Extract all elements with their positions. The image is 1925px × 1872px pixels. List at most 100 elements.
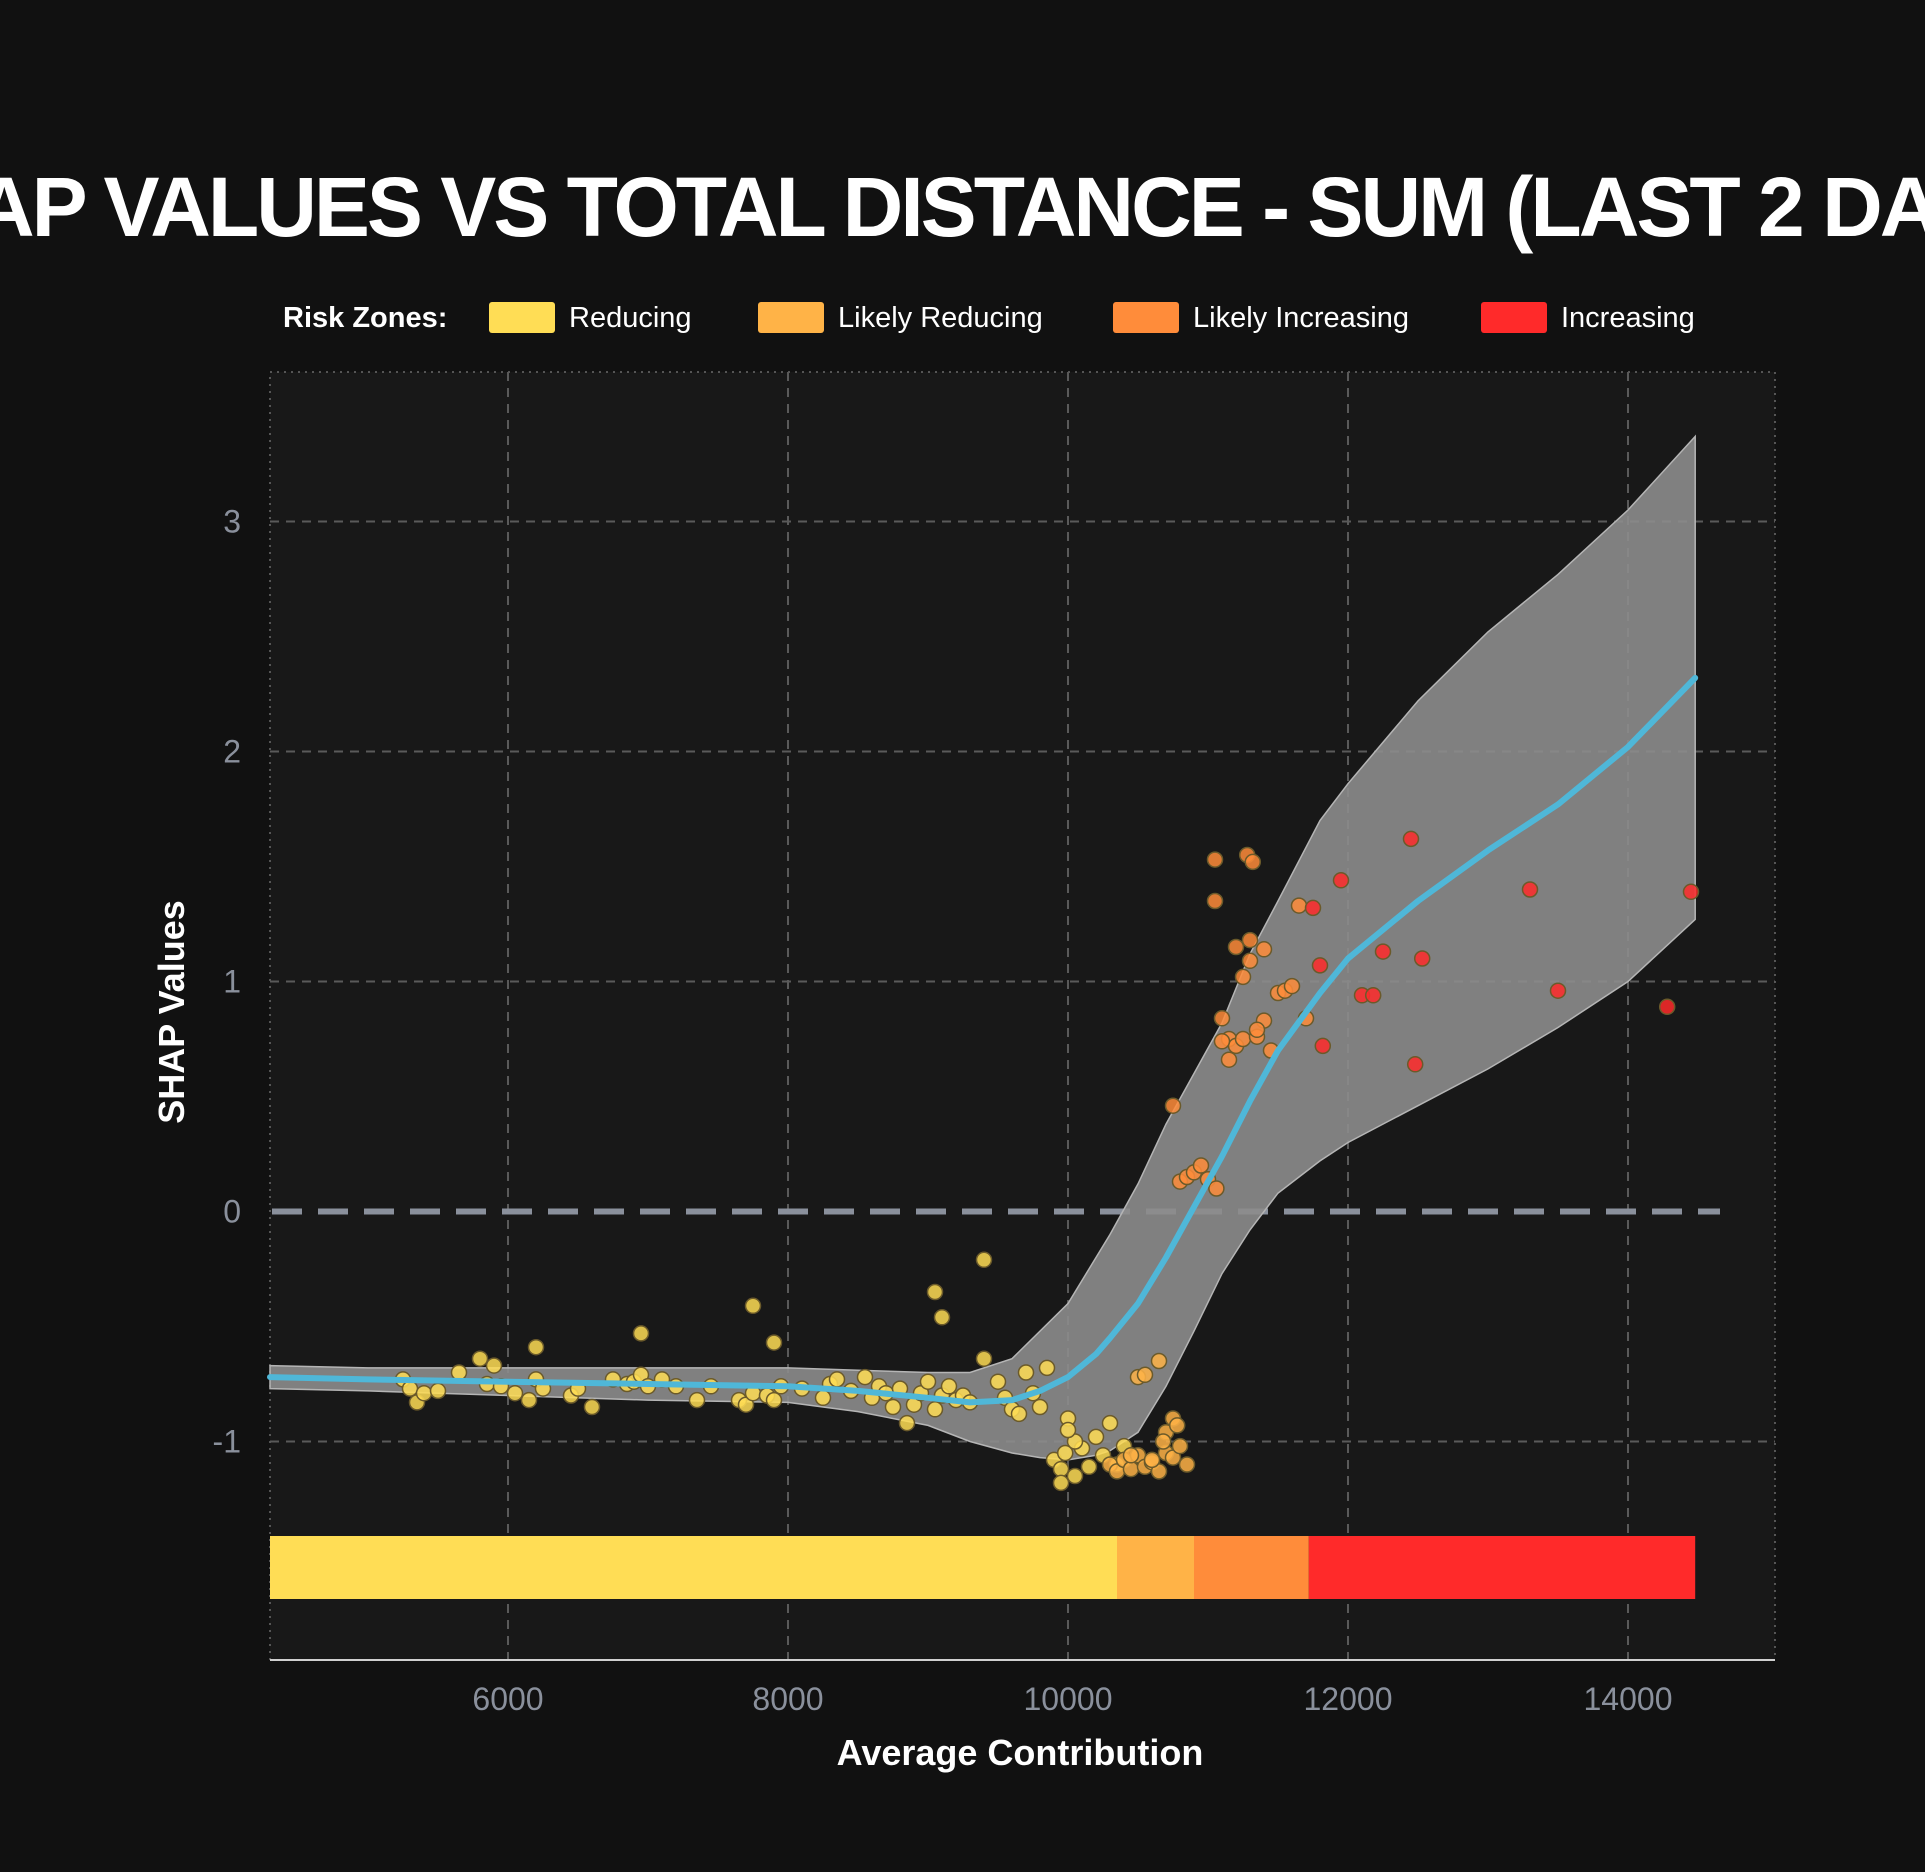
point-reducing: [527, 1338, 545, 1356]
point-reducing: [520, 1391, 538, 1409]
legend: Risk Zones: Reducing Likely Reducing Lik…: [283, 302, 1695, 334]
point-reducing: [1052, 1474, 1070, 1492]
point-increasing: [1549, 982, 1567, 999]
point-reducing: [1059, 1421, 1077, 1439]
point-likely-increasing: [1290, 897, 1308, 914]
point-likely-increasing: [1227, 938, 1245, 956]
point-increasing: [1304, 899, 1322, 917]
zone-segment-likely-increasing: [1194, 1536, 1309, 1599]
point-reducing: [975, 1350, 993, 1367]
point-reducing: [485, 1357, 503, 1374]
legend-label-increasing: Increasing: [1561, 302, 1695, 334]
point-reducing: [926, 1401, 944, 1418]
zone-segment-likely-reducing: [1117, 1536, 1194, 1599]
point-reducing: [898, 1414, 916, 1432]
point-reducing: [506, 1384, 524, 1402]
point-reducing: [1080, 1458, 1098, 1476]
point-reducing: [632, 1325, 650, 1342]
point-reducing: [1017, 1364, 1035, 1381]
risk-zone-bar: [270, 1536, 1696, 1599]
point-increasing: [1374, 943, 1392, 960]
point-reducing: [765, 1334, 783, 1351]
point-likely-increasing: [1220, 1051, 1238, 1068]
point-likely-increasing: [1206, 892, 1224, 910]
y-tick-labels: -1 0 1 2 3: [213, 504, 241, 1460]
x-axis-label: Average Contribution: [837, 1732, 1204, 1773]
point-increasing: [1521, 881, 1539, 898]
plot-border: [269, 371, 1776, 1661]
point-likely-increasing: [1192, 1157, 1210, 1174]
point-likely-increasing: [1206, 851, 1224, 868]
point-reducing: [1056, 1444, 1074, 1462]
point-reducing: [1010, 1405, 1028, 1423]
x-tick-label: 14000: [1584, 1681, 1673, 1717]
point-reducing: [415, 1384, 433, 1402]
point-reducing: [429, 1382, 447, 1400]
point-likely-reducing: [1143, 1451, 1161, 1469]
point-reducing: [919, 1373, 937, 1390]
point-likely-reducing: [1154, 1433, 1172, 1450]
y-tick-label: 3: [223, 504, 241, 540]
point-likely-increasing: [1283, 977, 1301, 995]
y-axis-label: SHAP Values: [151, 900, 192, 1123]
point-reducing: [583, 1398, 601, 1416]
point-reducing: [989, 1373, 1007, 1390]
point-likely-increasing: [1208, 1180, 1225, 1197]
point-reducing: [884, 1398, 902, 1416]
confidence-band-area: [269, 434, 1696, 1461]
point-increasing: [1682, 883, 1700, 901]
point-likely-reducing: [1150, 1352, 1168, 1370]
point-increasing: [1658, 998, 1676, 1016]
point-reducing: [401, 1380, 419, 1397]
point-likely-increasing: [1234, 1030, 1252, 1048]
trend-line-path: [267, 674, 1699, 1406]
point-reducing: [828, 1371, 846, 1388]
legend-swatch-increasing: [1481, 302, 1547, 333]
y-tick-label: 0: [223, 1194, 241, 1230]
point-reducing: [1101, 1414, 1119, 1432]
scatter-points: [394, 830, 1700, 1492]
trend-line: [267, 674, 1699, 1406]
point-increasing: [1314, 1037, 1332, 1055]
confidence-band: [269, 434, 1696, 1461]
point-reducing: [1031, 1398, 1049, 1416]
point-reducing: [814, 1389, 832, 1407]
point-likely-reducing: [1178, 1456, 1196, 1473]
point-reducing: [471, 1350, 489, 1367]
legend-swatch-likely-reducing: [758, 302, 824, 333]
point-increasing: [1406, 1056, 1424, 1073]
legend-label-likely-increasing: Likely Increasing: [1193, 302, 1409, 334]
x-tick-label: 12000: [1304, 1681, 1393, 1717]
point-reducing: [975, 1251, 993, 1269]
point-likely-reducing: [1122, 1447, 1140, 1464]
x-tick-label: 8000: [752, 1681, 823, 1717]
point-increasing: [1311, 957, 1329, 974]
point-reducing: [1052, 1460, 1070, 1478]
point-reducing: [933, 1309, 951, 1326]
point-reducing: [765, 1391, 783, 1409]
point-likely-increasing: [1255, 941, 1273, 958]
point-reducing: [1066, 1467, 1084, 1485]
point-likely-increasing: [1248, 1021, 1266, 1039]
point-increasing: [1413, 950, 1431, 967]
legend-label-likely-reducing: Likely Reducing: [838, 302, 1043, 334]
chart-title: SHAP VALUES VS TOTAL DISTANCE - SUM (LAS…: [0, 160, 1925, 254]
point-reducing: [940, 1378, 958, 1395]
point-likely-reducing: [1136, 1366, 1154, 1384]
y-tick-label: 1: [223, 964, 241, 1000]
point-increasing: [1332, 872, 1350, 889]
point-likely-reducing: [1171, 1437, 1189, 1455]
point-reducing: [744, 1297, 762, 1315]
x-tick-labels: 6000 8000 10000 12000 14000: [472, 1681, 1672, 1717]
point-reducing: [1038, 1359, 1056, 1377]
point-reducing: [856, 1368, 874, 1386]
point-reducing: [688, 1391, 706, 1409]
point-likely-increasing: [1241, 952, 1259, 970]
point-reducing: [450, 1364, 468, 1381]
point-likely-increasing: [1213, 1010, 1231, 1027]
point-likely-increasing: [1164, 1097, 1182, 1114]
zone-segment-reducing: [270, 1536, 1117, 1599]
y-tick-label: 2: [223, 734, 241, 770]
point-increasing: [1402, 830, 1420, 848]
point-likely-increasing: [1241, 931, 1259, 949]
